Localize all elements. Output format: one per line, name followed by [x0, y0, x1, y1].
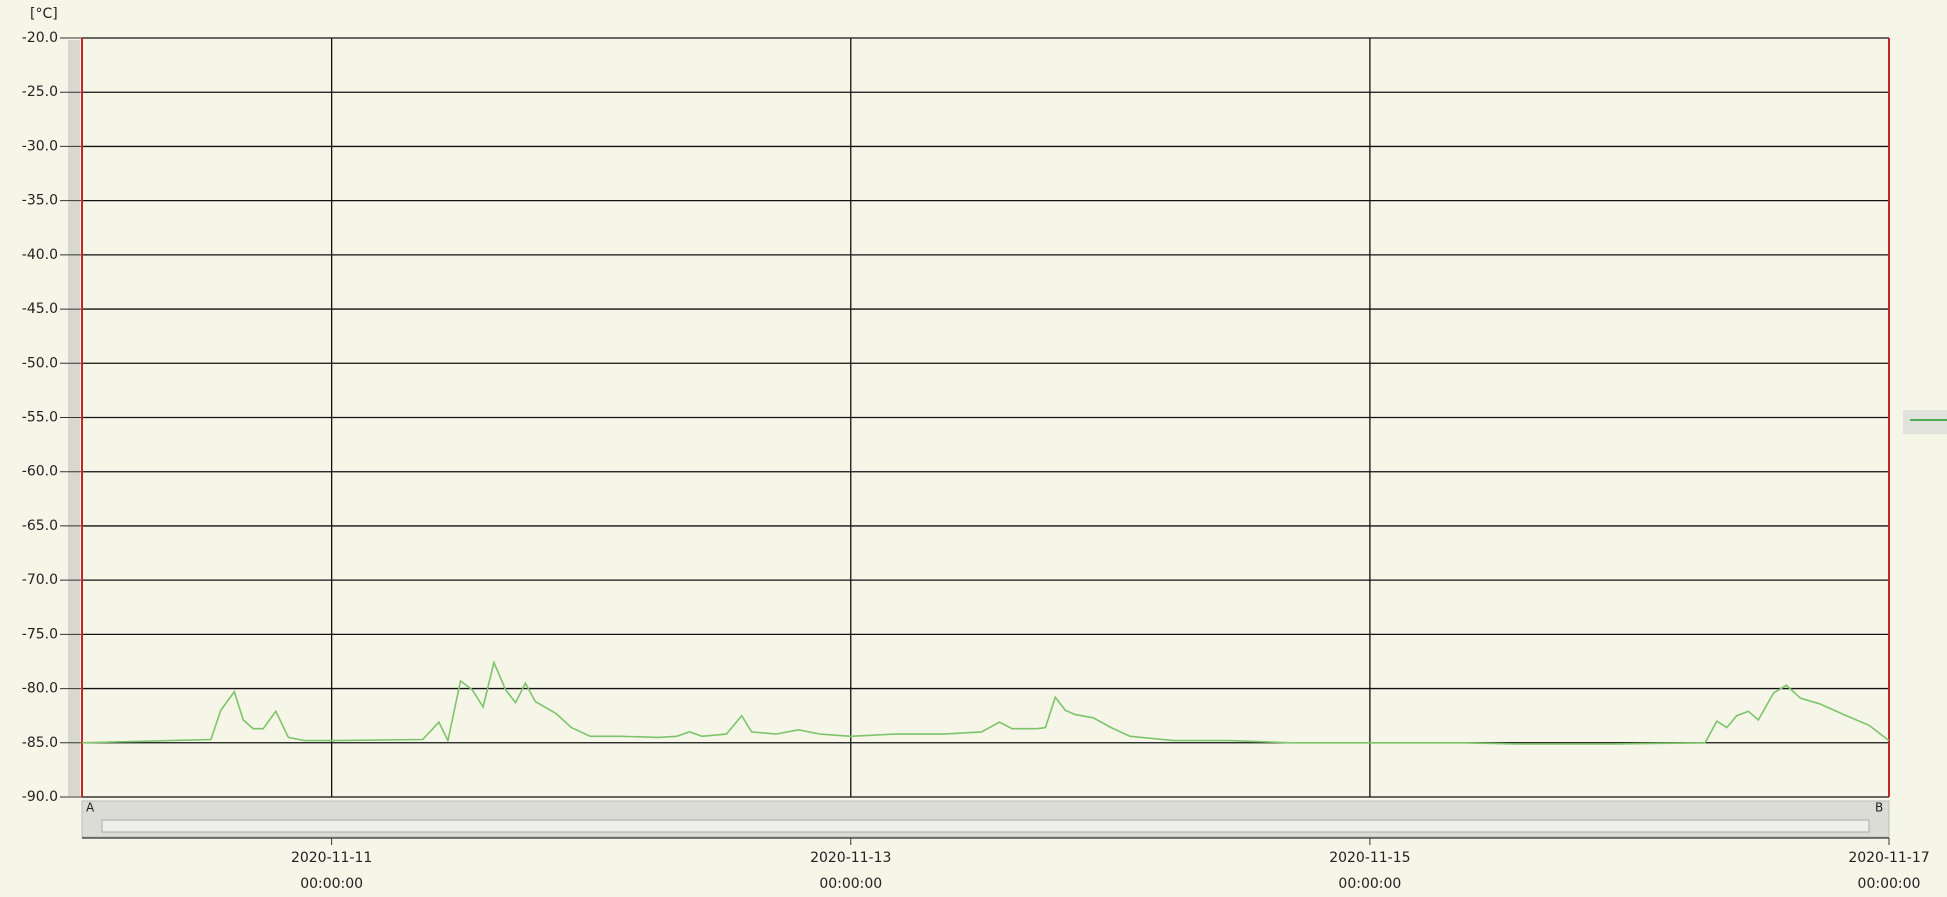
scroll-thumb[interactable]	[101, 819, 1870, 833]
x-tick-label: 00:00:00	[1858, 876, 1921, 892]
cursor-a[interactable]: A	[86, 801, 95, 815]
y-tick-label: -20.0	[22, 30, 58, 46]
x-tick-label: 2020-11-17	[1848, 850, 1929, 866]
y-tick-label: -75.0	[22, 626, 58, 642]
x-tick-label: 00:00:00	[819, 876, 882, 892]
x-tick-label: 00:00:00	[1338, 876, 1401, 892]
x-tick-label: 2020-11-13	[810, 850, 891, 866]
y-tick-label: -25.0	[22, 84, 58, 100]
y-tick-label: -65.0	[22, 518, 58, 534]
y-unit: [°C]	[30, 6, 58, 22]
y-tick-label: -60.0	[22, 464, 58, 480]
y-tick-label: -45.0	[22, 301, 58, 317]
x-tick-label: 00:00:00	[300, 876, 363, 892]
y-tick-label: -30.0	[22, 138, 58, 154]
y-tick-label: -90.0	[22, 789, 58, 805]
y-tick-label: -35.0	[22, 193, 58, 209]
cursor-b[interactable]: B	[1875, 801, 1883, 815]
y-tick-label: -80.0	[22, 681, 58, 697]
x-tick-label: 2020-11-11	[291, 850, 372, 866]
x-tick-label: 2020-11-15	[1329, 850, 1410, 866]
y-tick-label: -50.0	[22, 355, 58, 371]
y-tick-label: -85.0	[22, 735, 58, 751]
y-tick-label: -40.0	[22, 247, 58, 263]
y-tick-label: -55.0	[22, 410, 58, 426]
series-line	[81, 659, 1890, 745]
legend-stub	[1903, 410, 1947, 434]
y-tick-label: -70.0	[22, 572, 58, 588]
